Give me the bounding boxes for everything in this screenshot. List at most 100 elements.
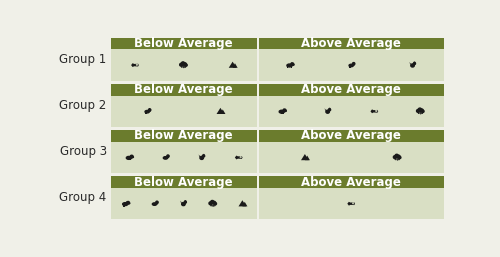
Bar xyxy=(258,188,444,219)
PathPatch shape xyxy=(220,109,226,114)
Circle shape xyxy=(394,156,396,159)
Text: Group 4: Group 4 xyxy=(60,191,106,204)
Bar xyxy=(165,159,166,160)
PathPatch shape xyxy=(353,63,354,64)
Ellipse shape xyxy=(293,64,294,65)
Ellipse shape xyxy=(164,157,168,159)
Text: Above Average: Above Average xyxy=(301,130,401,142)
Ellipse shape xyxy=(213,205,214,206)
Ellipse shape xyxy=(202,156,203,158)
Bar xyxy=(258,49,444,81)
Circle shape xyxy=(420,109,423,112)
Ellipse shape xyxy=(397,159,398,160)
PathPatch shape xyxy=(149,109,150,111)
Bar xyxy=(110,142,257,173)
Bar xyxy=(146,112,147,114)
Bar xyxy=(258,176,444,188)
Ellipse shape xyxy=(128,203,130,204)
Ellipse shape xyxy=(184,202,185,204)
Circle shape xyxy=(395,154,398,158)
Bar xyxy=(291,66,292,68)
Ellipse shape xyxy=(200,156,203,159)
Circle shape xyxy=(167,155,169,157)
Circle shape xyxy=(422,110,424,112)
Bar xyxy=(352,66,353,68)
Circle shape xyxy=(202,155,204,157)
Bar xyxy=(123,205,124,207)
Bar xyxy=(210,203,216,204)
Circle shape xyxy=(185,64,187,66)
Circle shape xyxy=(209,202,212,205)
Circle shape xyxy=(182,62,184,65)
Circle shape xyxy=(180,63,182,66)
Ellipse shape xyxy=(414,62,415,63)
Text: Group 2: Group 2 xyxy=(60,99,106,112)
Bar xyxy=(155,205,156,206)
Bar xyxy=(181,65,186,66)
Text: Above Average: Above Average xyxy=(301,176,401,189)
Bar xyxy=(258,130,444,142)
PathPatch shape xyxy=(131,63,139,67)
PathPatch shape xyxy=(156,201,158,203)
Bar xyxy=(258,96,444,127)
Bar xyxy=(110,188,257,219)
Circle shape xyxy=(213,201,216,204)
Ellipse shape xyxy=(185,66,186,67)
Circle shape xyxy=(214,203,216,205)
Bar xyxy=(126,205,128,207)
Bar xyxy=(288,66,290,68)
PathPatch shape xyxy=(180,201,182,203)
Ellipse shape xyxy=(399,159,400,160)
PathPatch shape xyxy=(301,154,309,160)
PathPatch shape xyxy=(228,62,236,68)
Bar xyxy=(110,84,257,96)
Circle shape xyxy=(210,200,214,204)
Circle shape xyxy=(240,157,241,158)
Bar xyxy=(110,96,257,127)
Text: Above Average: Above Average xyxy=(301,83,401,96)
Bar xyxy=(350,66,351,68)
Ellipse shape xyxy=(349,64,354,67)
Ellipse shape xyxy=(130,155,132,156)
PathPatch shape xyxy=(235,155,242,159)
Bar xyxy=(258,84,444,96)
Ellipse shape xyxy=(329,108,330,109)
Bar xyxy=(110,176,257,188)
Text: Below Average: Below Average xyxy=(134,176,233,189)
PathPatch shape xyxy=(370,109,378,113)
Circle shape xyxy=(418,108,422,112)
Ellipse shape xyxy=(157,203,158,204)
Bar xyxy=(418,111,423,112)
Ellipse shape xyxy=(287,64,292,67)
Ellipse shape xyxy=(122,203,128,206)
PathPatch shape xyxy=(348,202,355,206)
Bar xyxy=(148,112,149,114)
Ellipse shape xyxy=(420,113,421,114)
Ellipse shape xyxy=(145,111,150,113)
Text: Below Average: Below Average xyxy=(134,130,233,142)
Bar xyxy=(129,159,130,160)
Text: Below Average: Below Average xyxy=(134,37,233,50)
Ellipse shape xyxy=(214,205,215,206)
Bar xyxy=(110,38,257,49)
Text: Group 1: Group 1 xyxy=(60,53,106,66)
Ellipse shape xyxy=(152,203,156,205)
PathPatch shape xyxy=(216,108,224,114)
Ellipse shape xyxy=(182,203,185,206)
Circle shape xyxy=(156,201,158,204)
Circle shape xyxy=(284,109,286,112)
Circle shape xyxy=(130,155,133,158)
PathPatch shape xyxy=(324,108,326,111)
Bar xyxy=(395,157,400,158)
Ellipse shape xyxy=(328,110,330,111)
Circle shape xyxy=(398,157,401,159)
Ellipse shape xyxy=(418,112,419,113)
Ellipse shape xyxy=(126,157,132,159)
Text: Below Average: Below Average xyxy=(134,83,233,96)
Bar xyxy=(153,205,154,206)
Circle shape xyxy=(148,109,151,111)
Ellipse shape xyxy=(326,110,330,113)
Text: Above Average: Above Average xyxy=(301,37,401,50)
Circle shape xyxy=(184,63,186,66)
PathPatch shape xyxy=(167,155,168,157)
